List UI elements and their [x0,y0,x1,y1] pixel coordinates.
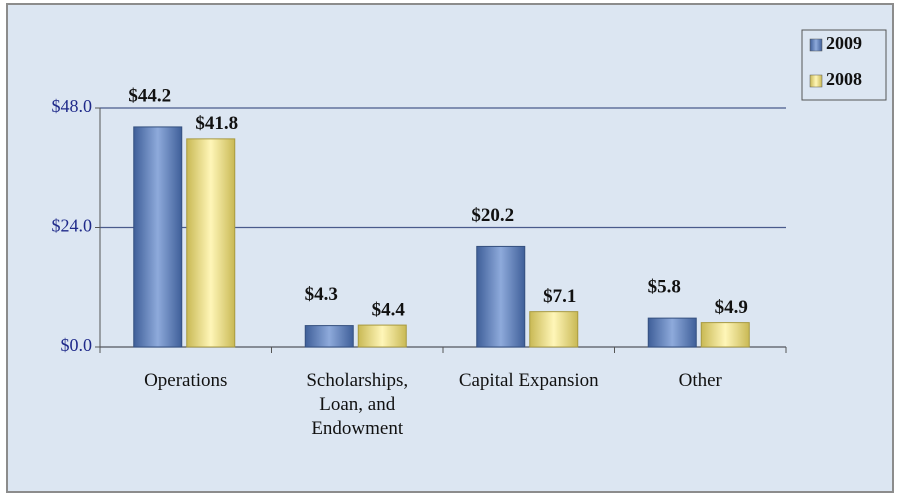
value-label: $44.2 [128,85,171,106]
value-label: $4.4 [372,299,406,320]
legend-swatch [809,38,823,52]
x-tick-label: Operations [144,370,228,391]
bar [357,324,407,348]
value-label: $41.8 [195,113,238,134]
value-label: $4.3 [305,284,338,305]
legend-label: 2009 [826,33,862,53]
y-tick-label: $48.0 [52,96,93,116]
bar [186,138,236,348]
bar [647,317,697,348]
bar [133,126,183,348]
x-tick-label: Other [678,370,722,391]
bar [529,311,579,348]
legend-swatch [809,74,823,88]
y-tick-label: $0.0 [61,335,93,355]
y-tick-label: $24.0 [52,216,93,236]
bar [700,322,750,348]
value-label: $20.2 [471,205,514,226]
legend-label: 2008 [826,69,862,89]
x-tick-label: Capital Expansion [458,370,599,391]
value-label: $7.1 [543,286,576,307]
bar [304,325,354,348]
bar [476,245,526,348]
x-tick-label: Scholarships, Loan, and Endowment [306,370,409,439]
value-label: $5.8 [648,276,681,297]
value-label: $4.9 [715,297,748,318]
